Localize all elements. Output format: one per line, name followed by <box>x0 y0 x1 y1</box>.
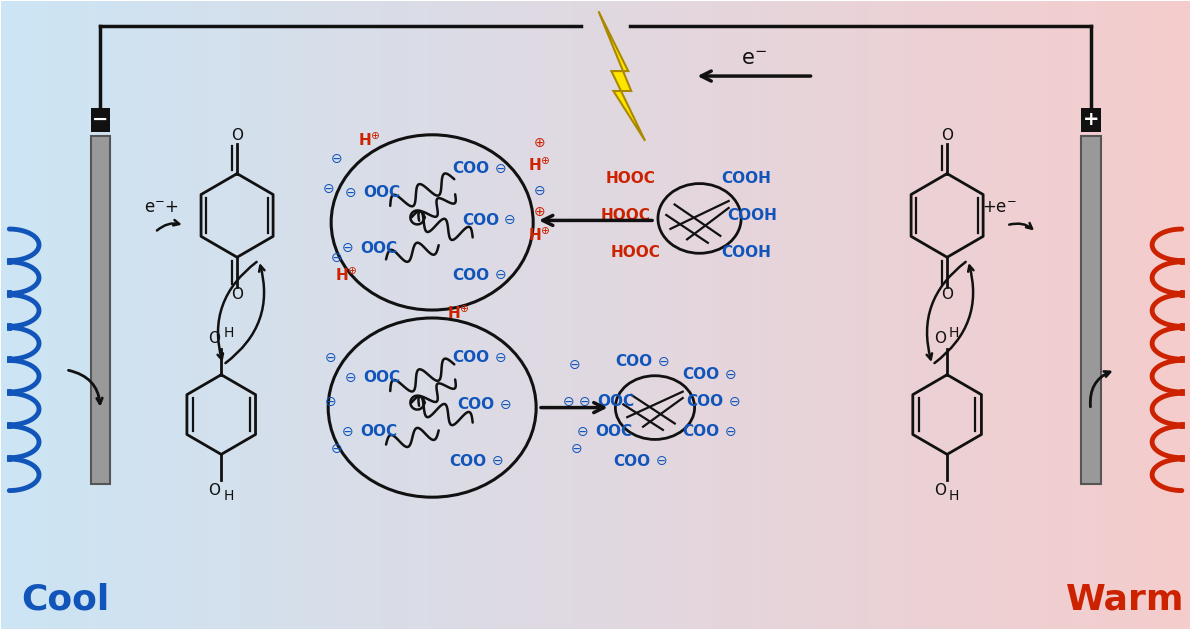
Text: $\ominus$: $\ominus$ <box>493 351 506 365</box>
Text: $\ominus$: $\ominus$ <box>343 370 356 385</box>
Text: OOC: OOC <box>595 424 632 439</box>
Text: $\ominus$: $\ominus$ <box>725 368 737 382</box>
Text: $\ominus$: $\ominus$ <box>324 351 336 365</box>
Text: $\ominus$: $\ominus$ <box>533 183 545 198</box>
Text: O: O <box>941 129 953 144</box>
Text: +: + <box>1082 110 1099 129</box>
Text: $\ominus$: $\ominus$ <box>343 186 356 200</box>
Text: $\oplus$: $\oplus$ <box>533 135 545 150</box>
Text: $\ominus$: $\ominus$ <box>322 181 335 195</box>
Text: $\ominus$: $\ominus$ <box>498 398 511 411</box>
Text: COOH: COOH <box>721 245 772 260</box>
Text: OOC: OOC <box>362 370 400 385</box>
Text: COOH: COOH <box>727 208 776 223</box>
Text: COO: COO <box>613 454 650 469</box>
Text: O: O <box>934 483 946 498</box>
Text: $\ominus$: $\ominus$ <box>330 442 342 456</box>
Text: H: H <box>223 326 234 340</box>
Text: Warm: Warm <box>1066 583 1184 617</box>
Text: $\ominus$: $\ominus$ <box>330 152 342 166</box>
Text: $\ominus$: $\ominus$ <box>568 358 580 372</box>
Text: O: O <box>208 331 220 346</box>
Bar <box>1081 136 1100 484</box>
Text: $\ominus$: $\ominus$ <box>493 268 506 282</box>
Text: $\ominus$: $\ominus$ <box>493 162 506 176</box>
Text: O: O <box>941 287 953 302</box>
Text: COO: COO <box>452 268 490 283</box>
Text: $\oplus$: $\oplus$ <box>533 205 545 219</box>
Text: COO: COO <box>452 161 490 176</box>
Text: HOOC: HOOC <box>611 245 660 260</box>
Text: COO: COO <box>686 394 724 409</box>
Text: H$^{\oplus}$: H$^{\oplus}$ <box>528 227 551 244</box>
Text: $\ominus$: $\ominus$ <box>491 454 503 468</box>
FancyBboxPatch shape <box>90 108 110 132</box>
Text: O: O <box>208 483 220 498</box>
Text: HOOC: HOOC <box>600 208 650 223</box>
Text: $\ominus$: $\ominus$ <box>576 425 589 438</box>
Text: OOC: OOC <box>360 424 397 439</box>
Text: $\ominus$: $\ominus$ <box>341 241 353 255</box>
Polygon shape <box>599 11 646 140</box>
Text: H: H <box>949 326 960 340</box>
Text: HOOC: HOOC <box>605 171 655 186</box>
Text: COO: COO <box>449 454 486 469</box>
Text: H$^{\oplus}$: H$^{\oplus}$ <box>528 157 551 175</box>
Text: OOC: OOC <box>598 394 635 409</box>
Text: +e$^{-}$: +e$^{-}$ <box>982 200 1018 217</box>
Text: $\ominus$: $\ominus$ <box>578 394 590 409</box>
Text: e$^{-}$: e$^{-}$ <box>742 49 767 69</box>
Text: $\ominus$: $\ominus$ <box>324 394 336 409</box>
Text: $\ominus$: $\ominus$ <box>655 454 667 468</box>
Text: H$^{\oplus}$: H$^{\oplus}$ <box>448 304 470 322</box>
Text: COO: COO <box>616 354 653 369</box>
Text: $\ominus$: $\ominus$ <box>562 394 574 409</box>
Text: −: − <box>92 110 109 129</box>
Text: $\ominus$: $\ominus$ <box>570 442 582 456</box>
Text: Cool: Cool <box>22 583 110 617</box>
Text: O: O <box>232 129 244 144</box>
Text: $\ominus$: $\ominus$ <box>341 425 353 438</box>
Text: COOH: COOH <box>721 171 772 186</box>
Text: $\ominus$: $\ominus$ <box>504 214 516 227</box>
Text: $\ominus$: $\ominus$ <box>725 425 737 438</box>
Text: COO: COO <box>683 367 720 382</box>
Text: COO: COO <box>683 424 720 439</box>
Text: O: O <box>232 287 244 302</box>
Text: H: H <box>223 490 234 503</box>
Text: e$^{-}$+: e$^{-}$+ <box>144 200 179 217</box>
Text: COO: COO <box>462 213 499 228</box>
Text: COO: COO <box>452 350 490 365</box>
Text: H: H <box>949 490 960 503</box>
Text: OOC: OOC <box>362 185 400 200</box>
Text: H$^{\oplus}$: H$^{\oplus}$ <box>335 266 358 284</box>
Bar <box>90 136 110 484</box>
Text: OOC: OOC <box>360 241 397 256</box>
Text: $\ominus$: $\ominus$ <box>330 251 342 265</box>
FancyBboxPatch shape <box>1081 108 1100 132</box>
Text: O: O <box>934 331 946 346</box>
Text: COO: COO <box>457 397 494 412</box>
Text: H$^{\oplus}$: H$^{\oplus}$ <box>359 132 382 149</box>
Text: $\ominus$: $\ominus$ <box>656 355 670 369</box>
Text: $\ominus$: $\ominus$ <box>728 394 740 409</box>
